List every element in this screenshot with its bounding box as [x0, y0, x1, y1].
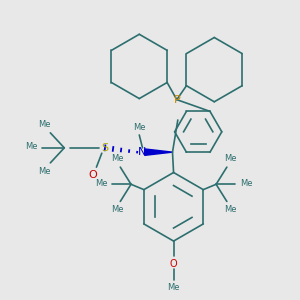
- Text: O: O: [170, 259, 177, 269]
- Text: Me: Me: [95, 179, 107, 188]
- Text: Me: Me: [133, 123, 146, 132]
- Text: Me: Me: [167, 283, 180, 292]
- Polygon shape: [145, 149, 172, 155]
- Text: S: S: [101, 143, 109, 153]
- Text: Me: Me: [25, 142, 37, 151]
- Text: Me: Me: [240, 179, 252, 188]
- Text: Me: Me: [38, 167, 50, 176]
- Text: Me: Me: [224, 206, 236, 214]
- Text: P: P: [173, 94, 180, 105]
- Text: N: N: [138, 147, 147, 157]
- Text: Me: Me: [111, 206, 123, 214]
- Text: Me: Me: [111, 154, 123, 163]
- Text: Me: Me: [224, 154, 236, 163]
- Text: Me: Me: [38, 120, 50, 129]
- Text: O: O: [89, 169, 98, 180]
